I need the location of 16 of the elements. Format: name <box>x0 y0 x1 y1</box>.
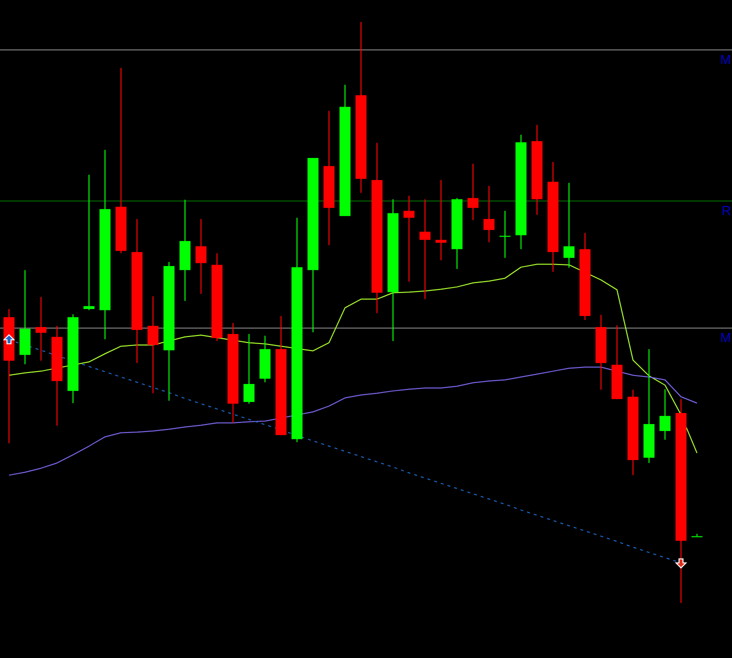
candlestick <box>564 182 574 268</box>
ref-line-label: R <box>722 202 731 218</box>
ref-line-label: M <box>720 330 731 346</box>
candlestick <box>436 180 446 261</box>
candlestick <box>84 174 94 311</box>
candlestick <box>484 185 494 243</box>
candlestick <box>196 218 206 294</box>
ref-line-label: M <box>720 52 731 67</box>
candlestick <box>468 163 478 221</box>
candlestick <box>36 296 46 362</box>
candlestick <box>404 195 414 282</box>
candlestick <box>244 333 254 404</box>
candlestick <box>660 388 670 440</box>
candlestick <box>500 210 510 258</box>
candlestick <box>148 296 158 394</box>
candlestick <box>420 198 430 300</box>
